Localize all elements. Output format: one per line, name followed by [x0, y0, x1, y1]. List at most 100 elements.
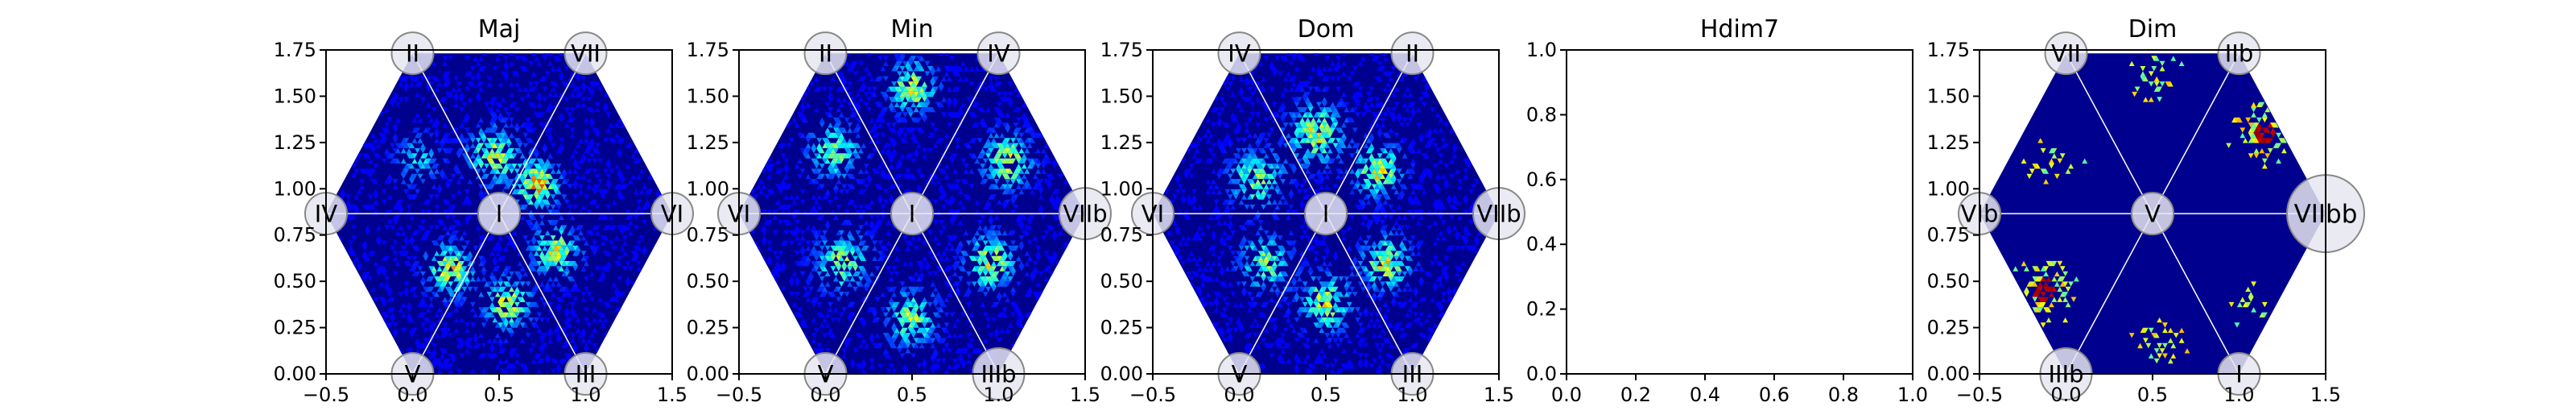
heatmap-cell — [938, 255, 944, 261]
heatmap-cell — [588, 107, 595, 113]
heatmap-cell — [1224, 301, 1231, 308]
heatmap-cell — [469, 322, 476, 328]
heatmap-cell — [930, 255, 936, 261]
heatmap-cell — [982, 168, 989, 174]
heatmap-cell — [816, 143, 823, 148]
heatmap-cell — [1255, 342, 1261, 349]
heatmap-cell — [1324, 266, 1331, 272]
heatmap-cell — [849, 363, 856, 369]
heatmap-cell — [869, 220, 875, 226]
heatmap-cell — [569, 132, 576, 139]
heatmap-cell — [1241, 271, 1247, 276]
heatmap-cell — [390, 317, 395, 323]
heatmap-cell — [534, 317, 539, 323]
heatmap-cell — [1194, 286, 1200, 292]
heatmap-cell — [1169, 240, 1175, 246]
y-tick-label: 0.00 — [274, 363, 316, 385]
heatmap-cell — [1035, 184, 1041, 189]
heatmap-cell — [1026, 158, 1033, 164]
heatmap-cell — [555, 189, 562, 195]
heatmap-cell — [1271, 235, 1278, 241]
heatmap-cell — [833, 168, 839, 174]
heatmap-cell — [1410, 184, 1416, 189]
heatmap-cell — [1463, 194, 1469, 200]
heatmap-cell — [996, 199, 1002, 205]
heatmap-cell — [1001, 91, 1008, 97]
heatmap-cell — [1371, 245, 1377, 251]
heatmap-cell — [592, 251, 598, 256]
heatmap-cell — [922, 327, 927, 334]
heatmap-cell — [633, 214, 639, 220]
heatmap-cell — [617, 260, 623, 267]
heatmap-cell — [886, 307, 892, 313]
heatmap-cell — [1213, 276, 1220, 282]
heatmap-cell — [874, 317, 881, 323]
heatmap-cell — [539, 194, 545, 200]
heatmap-cell — [530, 235, 537, 241]
heatmap-cell — [943, 245, 950, 251]
heatmap-cell — [1255, 260, 1261, 267]
heatmap-cell — [534, 184, 539, 189]
heatmap-cell — [1280, 338, 1286, 343]
heatmap-cell — [774, 266, 781, 272]
heatmap-cell — [386, 286, 393, 292]
heatmap-cell — [580, 292, 587, 297]
heatmap-cell — [619, 194, 625, 200]
heatmap-cell — [428, 322, 435, 328]
heatmap-cell — [811, 260, 817, 267]
heatmap-cell — [963, 164, 969, 169]
heatmap-cell — [952, 322, 958, 328]
heatmap-cell — [503, 132, 509, 139]
heatmap-cell — [836, 317, 842, 323]
heatmap-cell — [564, 307, 570, 313]
heatmap-cell — [1365, 322, 1372, 328]
heatmap-cell — [484, 153, 489, 159]
heatmap-cell — [882, 353, 889, 359]
heatmap-cell — [1013, 301, 1019, 308]
heatmap-cell — [1263, 251, 1269, 256]
heatmap-cell — [425, 112, 431, 118]
heatmap-cell — [916, 76, 922, 82]
heatmap-cell — [830, 143, 836, 148]
heatmap-cell — [1280, 255, 1286, 261]
heatmap-cell — [423, 235, 429, 241]
heatmap-cell — [1186, 271, 1192, 276]
heatmap-cell — [1261, 281, 1266, 287]
heatmap-cell — [836, 266, 842, 272]
heatmap-cell — [1327, 307, 1333, 313]
heatmap-cell — [907, 301, 914, 308]
heatmap-cell — [902, 260, 908, 267]
heatmap-cell — [1463, 240, 1469, 246]
heatmap-cell — [1299, 235, 1306, 241]
heatmap-cell — [932, 333, 939, 338]
heatmap-cell — [1016, 179, 1022, 185]
heatmap-cell — [1026, 312, 1033, 317]
heatmap-cell — [1324, 271, 1331, 276]
heatmap-cell — [605, 158, 612, 164]
heatmap-cell — [517, 86, 523, 92]
heatmap-cell — [384, 179, 390, 185]
heatmap-cell — [544, 199, 551, 205]
heatmap-cell — [486, 338, 493, 343]
heatmap-cell — [844, 276, 850, 282]
heatmap-cell — [755, 184, 762, 189]
heatmap-cell — [891, 286, 898, 292]
heatmap-cell — [1371, 251, 1377, 256]
heatmap-cell — [525, 194, 531, 200]
heatmap-cell — [1294, 317, 1300, 323]
heatmap-cell — [1282, 327, 1289, 334]
heatmap-cell — [991, 194, 997, 200]
heatmap-cell — [761, 240, 767, 246]
heatmap-cell — [575, 102, 581, 107]
heatmap-cell — [1388, 251, 1394, 256]
heatmap-cell — [910, 81, 917, 87]
heatmap-cell — [805, 138, 811, 143]
heatmap-cell — [907, 276, 914, 282]
heatmap-cell — [1005, 147, 1011, 154]
heatmap-cell — [636, 158, 642, 164]
heatmap-cell — [872, 132, 877, 139]
heatmap-cell — [943, 327, 950, 334]
heatmap-cell — [478, 189, 485, 195]
heatmap-cell — [536, 194, 543, 200]
heatmap-cell — [1299, 327, 1306, 334]
